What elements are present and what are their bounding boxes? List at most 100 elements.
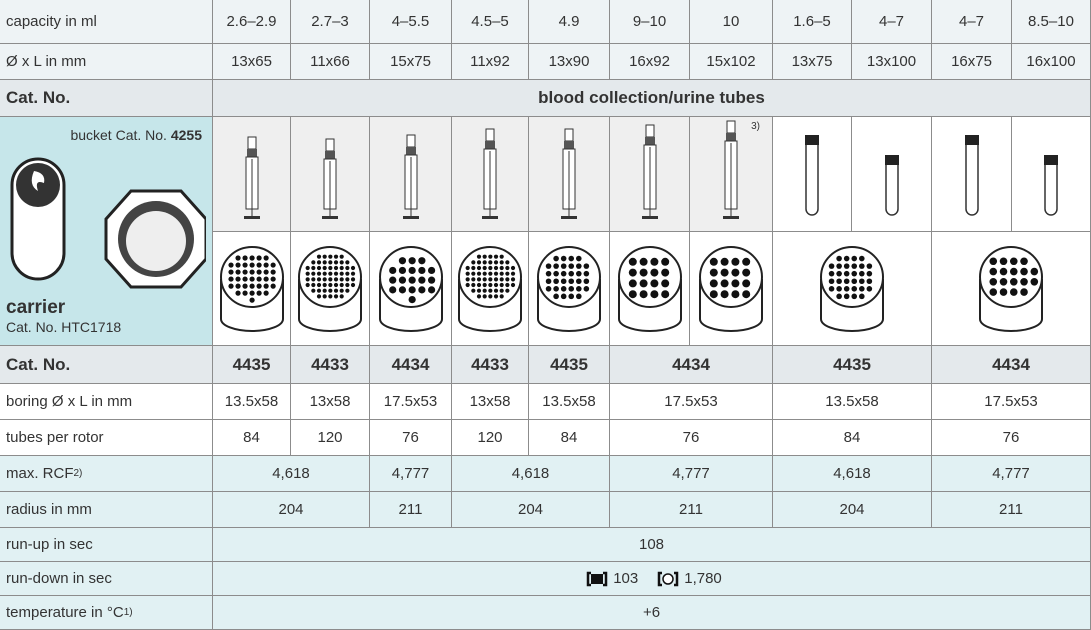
shape bbox=[884, 165, 899, 216]
shape bbox=[248, 283, 255, 289]
shape bbox=[660, 289, 669, 298]
shape bbox=[322, 276, 327, 281]
shape bbox=[989, 277, 998, 286]
rotor-cell bbox=[932, 232, 1091, 346]
value-text: 204 bbox=[839, 501, 865, 518]
value-cell: 4434 bbox=[610, 346, 773, 384]
value-text: +6 bbox=[642, 604, 661, 621]
value-text: 4433 bbox=[471, 354, 509, 374]
value-cell: 103 1,780 bbox=[213, 562, 1091, 596]
shape bbox=[999, 277, 1008, 286]
value-text: 4,777 bbox=[672, 465, 710, 482]
value-text: 1,780 bbox=[684, 570, 722, 587]
value-cell: 204 bbox=[452, 492, 610, 528]
value-text: 120 bbox=[317, 429, 343, 446]
value-cell: 211 bbox=[932, 492, 1091, 528]
shape bbox=[471, 276, 476, 281]
illustration bbox=[884, 155, 899, 216]
shape bbox=[499, 288, 504, 293]
value-text: 204 bbox=[517, 501, 544, 518]
value-cell: 84 bbox=[529, 420, 610, 456]
shape bbox=[241, 261, 248, 268]
shape bbox=[316, 276, 322, 281]
illustration bbox=[482, 128, 498, 219]
value-cell: 4,777 bbox=[610, 456, 773, 492]
shape bbox=[731, 278, 740, 287]
shape bbox=[333, 282, 339, 287]
shape bbox=[471, 282, 476, 287]
shape bbox=[476, 265, 482, 270]
shape bbox=[964, 135, 979, 145]
illustration bbox=[699, 245, 763, 332]
shape bbox=[328, 276, 333, 281]
shape bbox=[488, 276, 493, 281]
value-cell: 9–10 bbox=[610, 0, 690, 44]
shape bbox=[999, 256, 1008, 265]
value-text: 17.5x53 bbox=[664, 393, 718, 410]
shape bbox=[828, 262, 835, 269]
shape bbox=[417, 276, 425, 284]
shape bbox=[427, 276, 435, 284]
shape bbox=[505, 265, 510, 270]
shape bbox=[660, 268, 669, 277]
shape bbox=[564, 128, 574, 142]
shape bbox=[493, 276, 499, 281]
row-label-text: Ø x L in mm bbox=[6, 53, 87, 70]
shape bbox=[999, 287, 1008, 296]
shape bbox=[316, 282, 322, 287]
shape bbox=[248, 254, 255, 261]
value-cell: 4,777 bbox=[370, 456, 452, 492]
shape bbox=[851, 277, 858, 284]
shape bbox=[499, 293, 504, 298]
shape bbox=[617, 245, 682, 308]
value-text: 9–10 bbox=[632, 13, 667, 30]
shape bbox=[720, 278, 729, 287]
row-label-text: temperature in °C bbox=[6, 604, 124, 621]
shape bbox=[836, 285, 842, 292]
row-label: Cat. No. bbox=[0, 346, 213, 384]
shape bbox=[586, 571, 608, 586]
shape bbox=[488, 288, 493, 293]
value-cell: 84 bbox=[773, 420, 932, 456]
shape bbox=[234, 283, 241, 289]
shape bbox=[270, 261, 276, 268]
shape bbox=[325, 151, 335, 159]
shape bbox=[499, 254, 504, 259]
shape bbox=[328, 254, 333, 259]
shape bbox=[836, 293, 842, 299]
row-label: max. RCF 2) bbox=[0, 456, 213, 492]
shape bbox=[270, 275, 276, 282]
shape bbox=[322, 265, 327, 270]
illustration bbox=[219, 245, 284, 332]
shape bbox=[482, 254, 487, 259]
shape bbox=[726, 133, 736, 141]
row-label: run-up in sec bbox=[0, 528, 213, 562]
illustration bbox=[586, 571, 608, 586]
group-header: blood collection/urine tubes bbox=[213, 80, 1091, 117]
footnote: 1) bbox=[123, 607, 133, 618]
shape bbox=[488, 265, 493, 270]
shape bbox=[333, 259, 339, 264]
shape bbox=[325, 138, 335, 152]
shape bbox=[866, 262, 873, 269]
shape bbox=[505, 271, 510, 276]
value-cell: 4–7 bbox=[852, 0, 932, 44]
illustration bbox=[820, 245, 884, 332]
carrier-cat: Cat. No. HTC1718 bbox=[6, 319, 121, 335]
shape bbox=[345, 271, 350, 276]
tube-cell bbox=[370, 117, 452, 232]
shape bbox=[884, 155, 899, 165]
value-cell: +6 bbox=[213, 596, 1091, 630]
value-cell: 76 bbox=[932, 420, 1091, 456]
illustration bbox=[723, 120, 739, 219]
illustration bbox=[641, 124, 658, 219]
shape bbox=[859, 293, 865, 299]
shape bbox=[482, 216, 498, 219]
value-cell: 13x65 bbox=[213, 44, 291, 80]
shape bbox=[465, 282, 470, 287]
shape bbox=[866, 277, 873, 284]
shape bbox=[241, 275, 248, 282]
shape bbox=[537, 245, 601, 308]
shape bbox=[545, 285, 552, 292]
shape bbox=[333, 288, 339, 293]
